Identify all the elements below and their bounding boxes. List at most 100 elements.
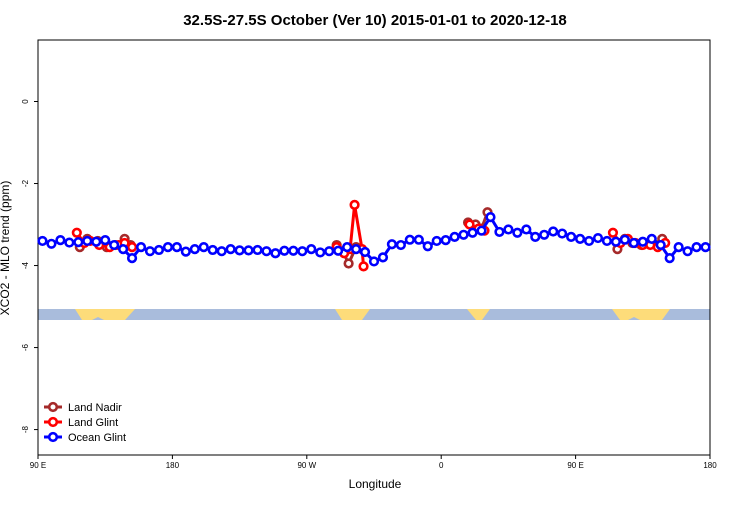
data-point — [71, 227, 82, 238]
data-point — [530, 231, 541, 242]
legend-marker — [47, 416, 59, 428]
data-point — [189, 244, 200, 255]
chart-title: 32.5S-27.5S October (Ver 10) 2015-01-01 … — [183, 12, 567, 29]
data-point — [673, 241, 684, 253]
data-point — [574, 233, 586, 244]
data-point — [503, 224, 514, 235]
data-point — [109, 239, 120, 251]
data-point — [601, 235, 613, 247]
data-point — [225, 244, 236, 255]
data-point — [637, 236, 648, 247]
data-point — [358, 261, 369, 272]
data-point — [55, 235, 66, 246]
data-point — [198, 241, 209, 253]
land-region — [335, 309, 370, 320]
data-point — [464, 219, 475, 230]
y-tick-label: -4 — [21, 261, 30, 269]
data-point — [422, 241, 433, 252]
data-point — [350, 244, 362, 255]
x-axis-label: Longitude — [349, 477, 402, 491]
data-point — [126, 253, 138, 264]
data-point — [333, 245, 344, 256]
data-point — [349, 199, 360, 210]
land-region — [612, 309, 670, 320]
y-tick-label: -6 — [21, 343, 30, 351]
x-tick-label: 90 E — [567, 461, 583, 470]
data-point — [288, 245, 299, 256]
legend-marker — [47, 431, 59, 443]
land-mask — [38, 309, 710, 320]
data-point — [619, 234, 630, 245]
data-point — [368, 256, 380, 267]
data-point — [315, 247, 326, 258]
data-point — [485, 212, 496, 223]
data-point — [171, 241, 182, 253]
data-point — [557, 228, 568, 239]
data-point — [100, 235, 111, 246]
data-point — [135, 241, 147, 253]
data-point — [655, 239, 666, 251]
data-point — [153, 244, 165, 256]
x-tick-label: 90 W — [297, 461, 316, 470]
data-point — [37, 235, 48, 247]
data-point — [343, 258, 354, 269]
data-point — [592, 232, 604, 244]
data-point — [646, 233, 657, 244]
x-tick-label: 180 — [166, 461, 180, 470]
data-point — [404, 234, 415, 245]
data-point — [691, 241, 702, 253]
data-point — [162, 241, 174, 253]
data-point — [566, 231, 577, 242]
data-point — [539, 229, 550, 240]
data-point — [607, 227, 619, 238]
data-point — [126, 241, 138, 253]
data-point — [46, 238, 57, 249]
data-point — [377, 252, 389, 263]
data-point — [548, 226, 559, 237]
data-point — [91, 236, 102, 247]
series-line — [75, 204, 666, 267]
legend-label: Ocean Glint — [68, 432, 126, 444]
data-point — [413, 234, 424, 245]
data-point — [180, 246, 191, 257]
data-point — [234, 245, 245, 256]
y-tick-label: -2 — [21, 179, 30, 187]
data-point — [431, 235, 442, 247]
data-point — [118, 244, 129, 255]
x-tick-label: 90 E — [30, 461, 46, 470]
data-point — [144, 246, 156, 257]
data-point — [610, 236, 622, 247]
y-axis-label: XCO2 - MLO trend (ppm) — [0, 181, 12, 316]
legend-marker — [47, 401, 59, 413]
data-point — [279, 245, 290, 256]
data-point — [467, 227, 478, 238]
data-point — [494, 226, 505, 238]
y-tick-label: -8 — [21, 425, 30, 433]
data-point — [682, 246, 693, 257]
data-point — [243, 245, 254, 256]
x-tick-label: 0 — [439, 461, 444, 470]
data-point — [476, 225, 487, 236]
data-point — [521, 224, 532, 235]
data-point — [628, 237, 639, 249]
data-point — [700, 241, 711, 253]
data-point — [395, 239, 406, 251]
data-point — [207, 244, 218, 256]
legend-label: Land Glint — [68, 417, 118, 429]
data-point — [306, 244, 317, 255]
x-tick-label: 180 — [703, 461, 717, 470]
data-point — [64, 237, 75, 248]
data-point — [216, 246, 227, 257]
land-region — [467, 309, 490, 320]
data-point — [583, 235, 595, 247]
data-point — [73, 237, 84, 248]
data-point — [359, 246, 371, 258]
data-point — [324, 246, 335, 257]
data-point — [458, 229, 469, 240]
data-point — [82, 235, 93, 247]
ocean-strip — [38, 309, 710, 320]
legend-label: Land Nadir — [68, 402, 122, 414]
data-point — [252, 244, 263, 256]
data-point — [512, 227, 523, 238]
